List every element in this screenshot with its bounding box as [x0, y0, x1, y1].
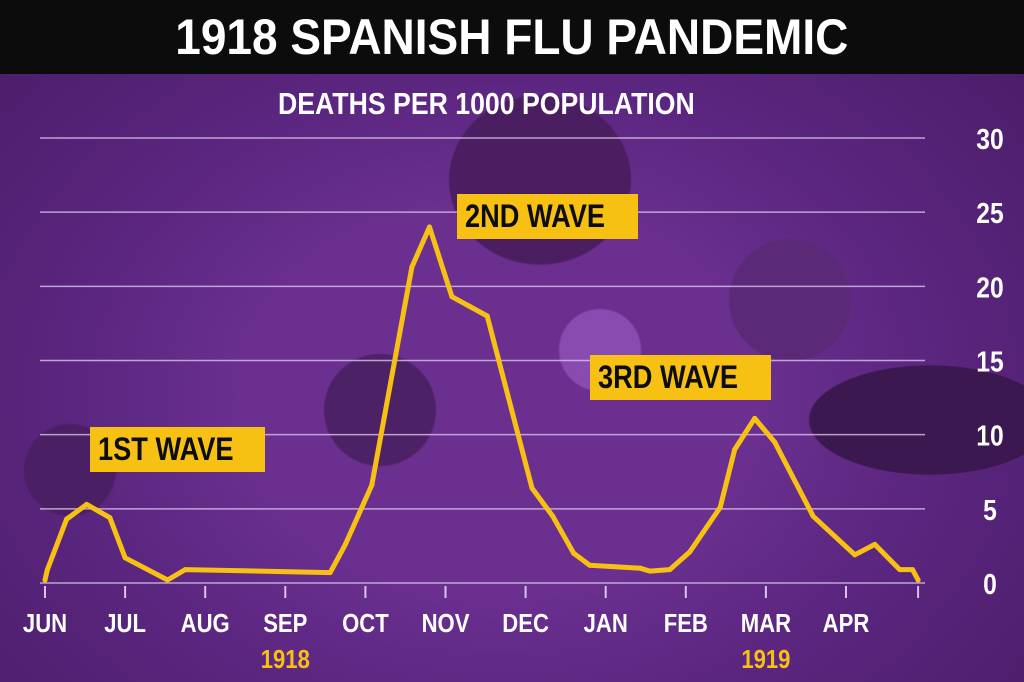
data-point	[327, 570, 333, 576]
chart-title: 1918 SPANISH FLU PANDEMIC	[175, 9, 849, 65]
data-point	[909, 567, 915, 573]
x-tick-label: JUL	[104, 609, 146, 638]
chart-subtitle: DEATHS PER 1000 POPULATION	[278, 86, 695, 121]
title-bar: 1918 SPANISH FLU PANDEMIC	[0, 0, 1024, 74]
data-point	[165, 577, 171, 583]
data-point	[107, 515, 113, 521]
data-point	[852, 552, 858, 558]
data-point	[772, 439, 778, 445]
data-point	[667, 567, 673, 573]
y-tick-label: 10	[976, 420, 1003, 452]
x-tick-label: FEB	[664, 609, 708, 638]
data-point	[587, 562, 593, 568]
data-point	[426, 224, 432, 230]
data-point	[44, 567, 50, 573]
annotation-1st-wave: 1ST WAVE	[90, 427, 266, 472]
data-point	[484, 313, 490, 319]
x-tick-label: JAN	[584, 609, 628, 638]
x-tick-label: DEC	[502, 609, 549, 638]
data-point	[717, 504, 723, 510]
y-tick-label: 15	[976, 346, 1003, 378]
data-point	[550, 513, 556, 519]
data-point	[342, 541, 348, 547]
y-tick-label: 30	[976, 123, 1003, 155]
year-label: 1918	[261, 645, 310, 674]
annotation-2nd-wave: 2ND WAVE	[457, 194, 638, 239]
annotation-text: 1ST WAVE	[98, 431, 234, 467]
data-point	[64, 516, 70, 522]
x-tick-label: JUN	[23, 609, 67, 638]
data-point	[449, 294, 455, 300]
x-tick-label: SEP	[263, 609, 307, 638]
data-point	[637, 565, 643, 571]
data-point	[687, 549, 693, 555]
data-point	[752, 415, 758, 421]
year-label: 1919	[741, 645, 790, 674]
data-point	[529, 485, 535, 491]
annotation-text: 3RD WAVE	[598, 359, 739, 395]
data-point	[732, 447, 738, 452]
annotation-3rd-wave: 3RD WAVE	[590, 355, 771, 400]
y-tick-label: 0	[983, 568, 997, 600]
x-tick-label: NOV	[422, 609, 470, 638]
data-point	[897, 567, 903, 573]
data-point	[409, 264, 415, 270]
x-tick-label: AUG	[181, 609, 230, 638]
y-tick-label: 5	[983, 494, 997, 526]
data-point	[571, 550, 577, 556]
data-point	[122, 555, 128, 561]
series-line-deaths	[42, 224, 921, 583]
x-tick-label: MAR	[741, 609, 791, 638]
annotation-text: 2ND WAVE	[465, 198, 606, 234]
data-point	[647, 568, 653, 574]
x-tick-label: APR	[823, 609, 870, 638]
y-tick-label: 20	[976, 271, 1003, 303]
data-point	[42, 577, 48, 583]
data-point	[369, 482, 375, 488]
data-point	[182, 567, 188, 573]
data-point	[810, 513, 816, 519]
x-tick-label: OCT	[342, 609, 389, 638]
data-point	[84, 501, 90, 507]
data-point	[872, 541, 878, 547]
y-tick-label: 25	[976, 197, 1003, 229]
data-point	[915, 577, 921, 583]
